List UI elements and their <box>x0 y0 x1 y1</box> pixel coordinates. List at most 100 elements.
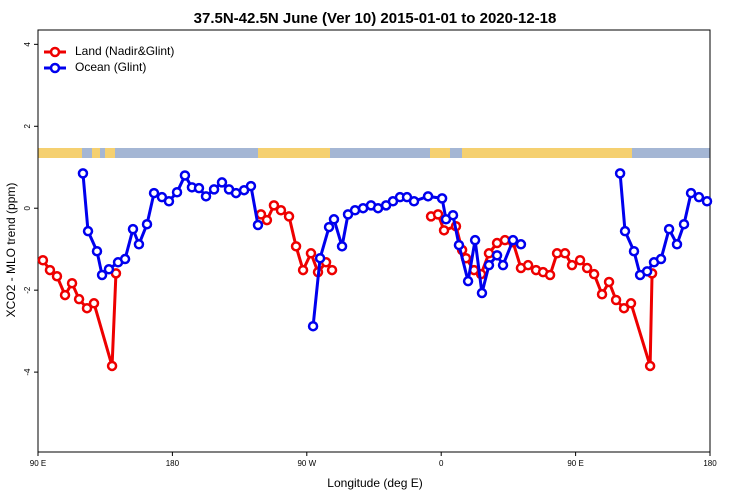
data-point <box>588 268 600 280</box>
data-point <box>314 252 326 264</box>
data-point <box>701 196 713 207</box>
data-point <box>349 205 361 216</box>
data-point <box>73 293 85 305</box>
data-point <box>91 245 103 257</box>
y-tick-label: 2 <box>23 124 32 129</box>
data-point <box>372 202 384 214</box>
x-axis-label: Longitude (deg E) <box>327 476 422 490</box>
data-point <box>96 269 108 281</box>
y-tick-label: -2 <box>23 286 32 294</box>
data-point <box>574 255 586 266</box>
y-tick-label: -4 <box>23 368 32 376</box>
legend-marker <box>49 46 61 58</box>
data-point <box>693 191 705 203</box>
data-point <box>447 209 459 221</box>
data-point <box>483 248 495 259</box>
x-tick-label: 90 E <box>567 459 583 468</box>
x-tick-label: 180 <box>703 459 717 468</box>
data-point <box>438 225 450 236</box>
data-point <box>297 264 309 276</box>
data-point <box>453 239 465 251</box>
data-point <box>171 186 183 198</box>
map-strip <box>38 148 710 158</box>
data-point <box>641 266 653 277</box>
data-point <box>499 234 511 246</box>
data-point <box>133 239 145 250</box>
x-tick-label: 0 <box>439 459 444 468</box>
data-point <box>328 214 340 225</box>
legend-marker <box>49 62 61 74</box>
x-tick-label: 90 W <box>297 459 316 468</box>
data-point <box>106 360 118 372</box>
data-point <box>522 259 534 271</box>
data-point <box>544 269 556 281</box>
data-point <box>408 196 420 207</box>
data-point <box>476 287 488 299</box>
data-point <box>305 248 317 259</box>
y-tick-label: 0 <box>23 205 32 210</box>
data-point <box>51 270 63 282</box>
data-point <box>119 253 131 265</box>
data-point <box>66 277 78 289</box>
data-point <box>432 209 444 220</box>
data-point <box>655 253 667 265</box>
data-point <box>618 302 630 314</box>
data-point <box>163 196 175 207</box>
data-point <box>462 275 474 287</box>
data-point <box>82 225 94 237</box>
data-point <box>37 255 49 266</box>
data-point <box>44 264 56 276</box>
data-point <box>559 248 571 259</box>
data-point <box>491 250 503 261</box>
data-point <box>275 205 287 216</box>
data-point <box>326 264 338 276</box>
data-point <box>141 218 153 230</box>
data-point <box>614 168 626 179</box>
data-point <box>216 177 228 188</box>
chart-title: 37.5N-42.5N June (Ver 10) 2015-01-01 to … <box>194 10 557 27</box>
data-point <box>678 218 690 230</box>
data-point <box>483 259 495 271</box>
data-point <box>88 298 100 309</box>
data-point <box>200 191 212 202</box>
data-point <box>671 239 683 250</box>
y-tick-label: 4 <box>23 42 32 47</box>
data-point <box>127 223 139 235</box>
data-point <box>663 223 675 235</box>
data-point <box>515 239 527 250</box>
y-axis-label: XCO2 - MLO trend (ppm) <box>4 183 18 318</box>
data-point <box>245 180 257 192</box>
data-point <box>644 360 656 372</box>
data-point <box>252 219 264 231</box>
data-point <box>148 187 160 199</box>
data-point <box>603 276 615 288</box>
data-point <box>230 187 242 199</box>
data-point <box>628 245 640 257</box>
data-point <box>566 259 578 271</box>
data-point <box>469 234 481 246</box>
data-point <box>422 191 434 202</box>
data-point <box>610 294 622 306</box>
data-point <box>619 225 631 237</box>
legend-label: Ocean (Glint) <box>75 60 146 74</box>
data-point <box>625 298 637 309</box>
data-point <box>323 221 335 233</box>
data-point <box>77 168 89 179</box>
data-point <box>596 289 608 300</box>
data-point <box>581 262 593 274</box>
data-point <box>685 187 697 199</box>
data-point <box>81 302 93 314</box>
legend-label: Land (Nadir&Glint) <box>75 44 174 58</box>
data-point <box>307 320 319 332</box>
data-point <box>290 241 302 252</box>
data-point <box>208 184 220 195</box>
data-point <box>507 234 519 246</box>
data-point <box>336 241 348 252</box>
data-point <box>283 211 295 222</box>
data-point <box>193 182 205 194</box>
data-point <box>59 289 71 301</box>
plot-frame <box>37 29 711 453</box>
data-point <box>179 170 191 181</box>
data-point <box>103 264 115 275</box>
